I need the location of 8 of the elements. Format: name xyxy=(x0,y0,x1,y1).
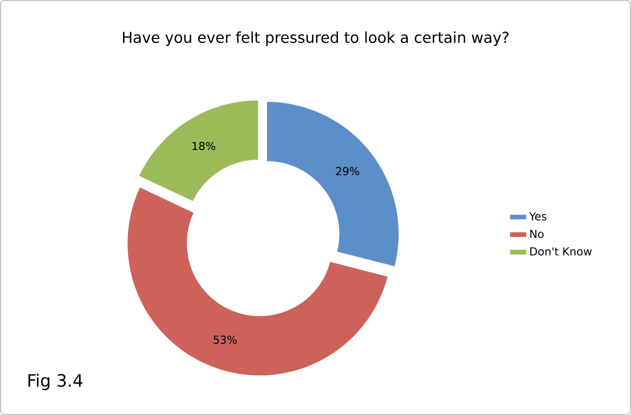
caption: Fig 3.4 xyxy=(28,374,82,390)
data-label: 53% xyxy=(214,336,237,344)
legend-label: Yes xyxy=(529,212,546,221)
data-label: 29% xyxy=(336,166,360,176)
legend-label: No xyxy=(530,230,544,238)
chart-title: Have you ever felt pressured to look a certain way? xyxy=(122,31,508,46)
data-label: 18% xyxy=(192,142,216,150)
legend-label: Don't Know xyxy=(530,247,592,256)
